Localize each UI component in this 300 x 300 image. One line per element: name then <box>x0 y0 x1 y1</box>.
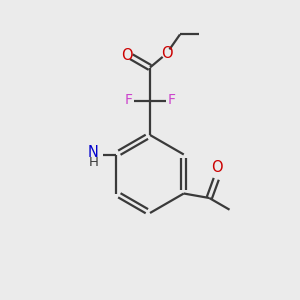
Text: O: O <box>211 160 223 175</box>
Text: F: F <box>168 94 176 107</box>
Text: O: O <box>121 48 133 63</box>
Text: H: H <box>88 156 98 169</box>
Text: F: F <box>124 94 132 107</box>
Text: O: O <box>161 46 172 61</box>
Text: N: N <box>87 145 98 160</box>
